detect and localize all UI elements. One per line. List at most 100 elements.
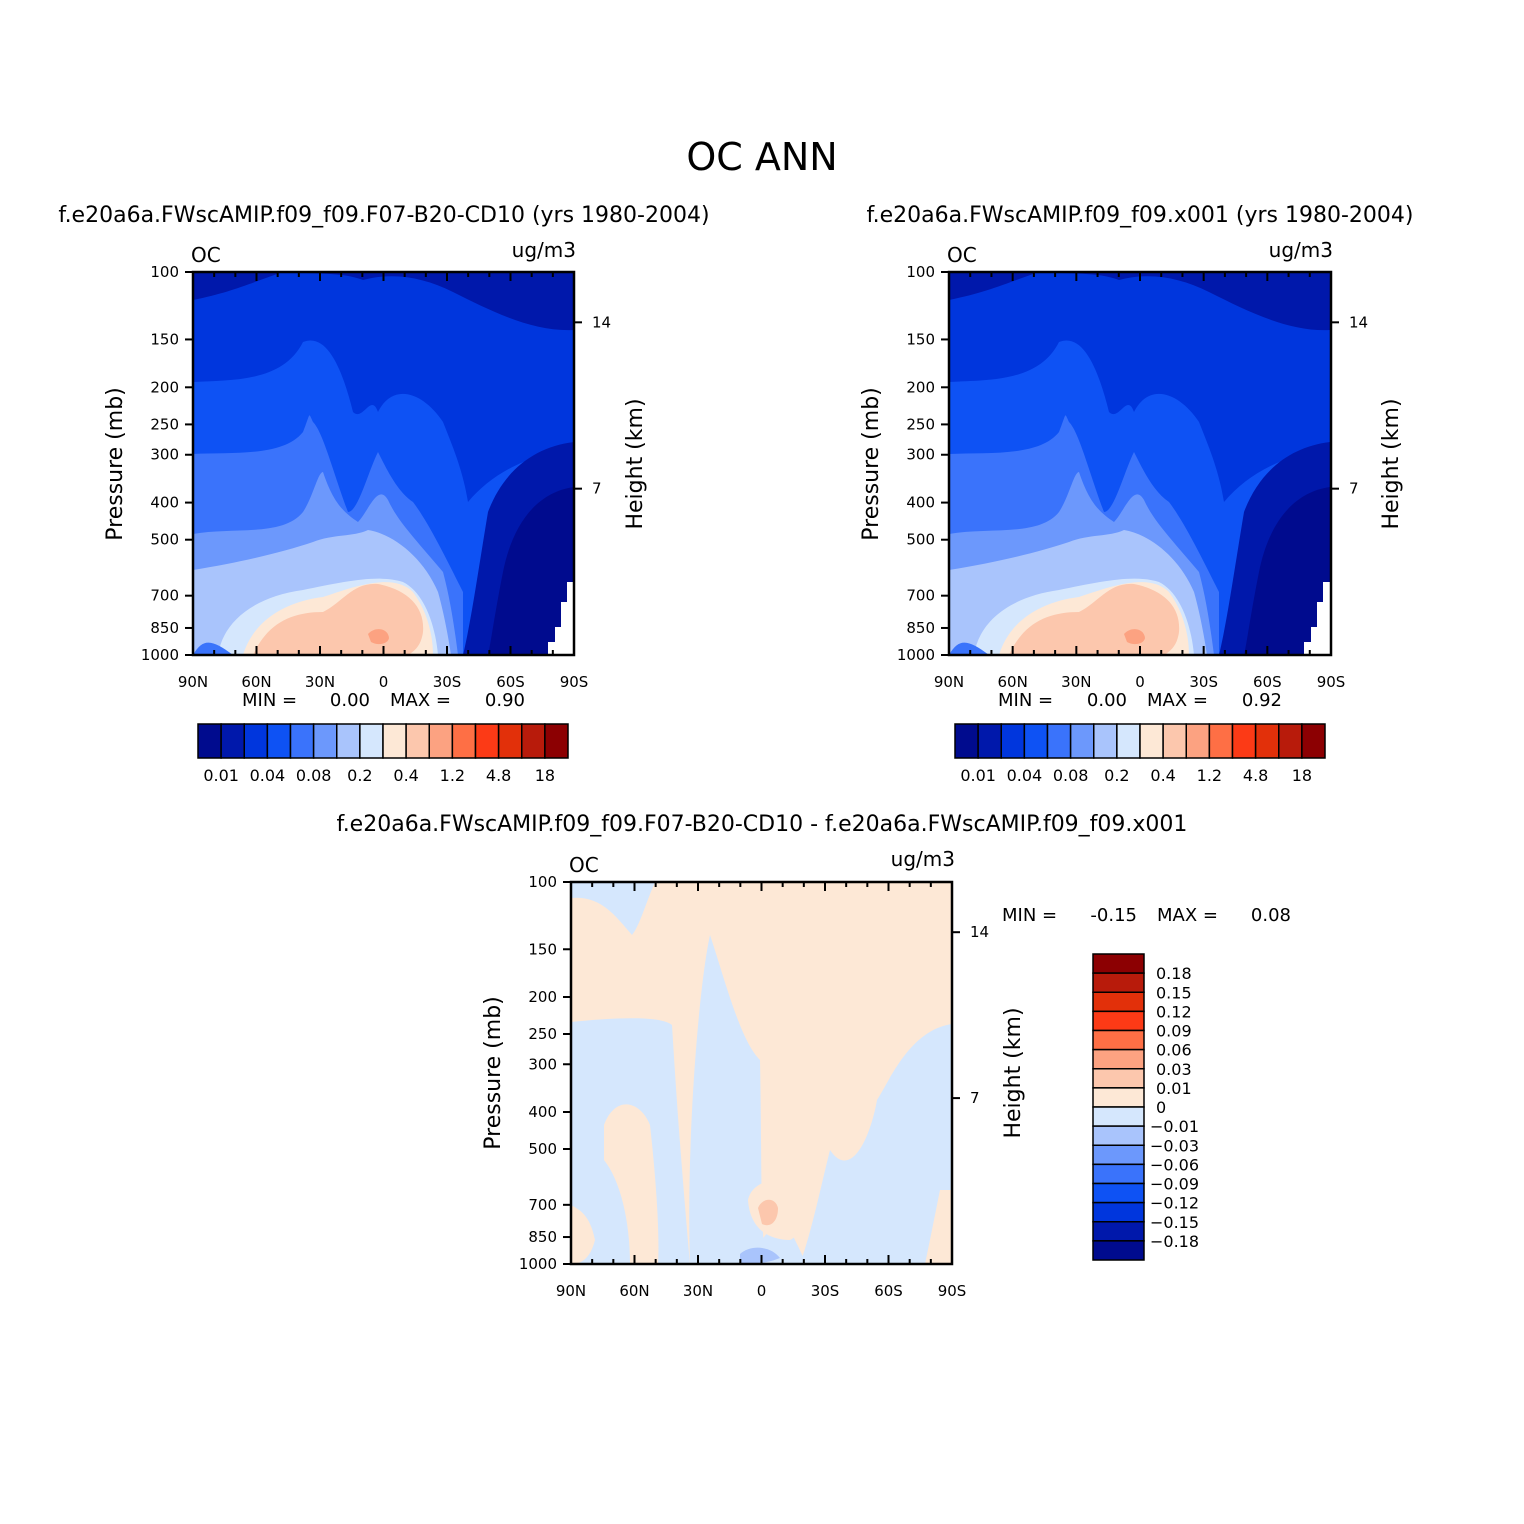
- y-tick-label: 250: [528, 1025, 557, 1043]
- colorbar-label: 0.09: [1156, 1022, 1192, 1041]
- panel-2-y2label: Height (km): [1379, 398, 1404, 529]
- x-tick-label: 0: [379, 673, 389, 691]
- colorbar-label: −0.18: [1150, 1232, 1199, 1251]
- colorbar-box: [1092, 1163, 1145, 1185]
- x-tick-label: 30S: [1189, 673, 1218, 691]
- panel-3-units-label: ug/m3: [891, 847, 955, 871]
- colorbar-label: 0.4: [1150, 766, 1175, 785]
- panel-2-units-label: ug/m3: [1269, 238, 1333, 262]
- panel-2-min-label: MIN =: [998, 690, 1053, 711]
- colorbar-box: [451, 723, 477, 759]
- colorbar-label: 1.2: [440, 766, 465, 785]
- colorbar-box: [497, 723, 523, 759]
- x-tick-label: 60N: [998, 673, 1028, 691]
- x-tick-label: 30S: [433, 673, 462, 691]
- y-tick-label: 150: [150, 330, 179, 348]
- colorbar-box: [1092, 1182, 1145, 1204]
- colorbar-box: [1000, 723, 1026, 759]
- colorbar-label: −0.09: [1150, 1175, 1199, 1194]
- colorbar-box: [1092, 1125, 1145, 1146]
- colorbar-box: [1208, 723, 1234, 759]
- colorbar-label: 0.04: [250, 766, 286, 785]
- panel-1-max-value: 0.90: [485, 690, 525, 711]
- colorbar-box: [1092, 1201, 1145, 1223]
- x-tick-label: 90S: [1317, 673, 1346, 691]
- panel-1-x-axis: 90N 60N 30N 0 30S 60S 90S: [178, 272, 588, 691]
- colorbar-box: [1092, 1029, 1145, 1051]
- colorbar-label: 0.2: [347, 766, 372, 785]
- y-tick-label: 200: [150, 378, 179, 396]
- panel-1-ylabel: Pressure (mb): [103, 387, 128, 541]
- colorbar-label: −0.06: [1150, 1155, 1199, 1174]
- colorbar-box: [521, 723, 546, 759]
- colorbar-label: 0.03: [1156, 1060, 1192, 1079]
- panel-2-title: f.e20a6a.FWscAMIP.f09_f09.x001 (yrs 1980…: [866, 203, 1413, 228]
- colorbar-box: [243, 723, 269, 759]
- panel-1-min-label: MIN =: [242, 690, 297, 711]
- colorbar-label: 18: [1292, 766, 1312, 785]
- colorbar-box: [544, 723, 569, 759]
- panel-3-ylabel: Pressure (mb): [481, 996, 506, 1150]
- x-tick-label: 60N: [619, 1282, 649, 1300]
- colorbar-box: [1023, 723, 1049, 759]
- colorbar-label: 0.18: [1156, 964, 1192, 983]
- colorbar-box: [1092, 1106, 1145, 1127]
- colorbar-box: [312, 723, 338, 759]
- panel-1: f.e20a6a.FWscAMIP.f09_f09.F07-B20-CD10 (…: [58, 203, 709, 785]
- y-tick-label: 1000: [519, 1255, 557, 1273]
- colorbar-box: [1069, 723, 1095, 759]
- colorbar-label: 18: [535, 766, 555, 785]
- colorbar-label: 0: [1156, 1098, 1166, 1117]
- colorbar-box: [1116, 723, 1141, 759]
- x-tick-label: 90N: [556, 1282, 586, 1300]
- colorbar-box: [359, 723, 384, 759]
- colorbar-label: 0.01: [1156, 1079, 1192, 1098]
- x-tick-label: 60N: [241, 673, 271, 691]
- panel-1-min-value: 0.00: [330, 690, 370, 711]
- y-tick-label: 300: [906, 446, 935, 464]
- panel-1-y2label: Height (km): [623, 398, 648, 529]
- colorbar-label: 4.8: [1243, 766, 1268, 785]
- panel-1-title: f.e20a6a.FWscAMIP.f09_f09.F07-B20-CD10 (…: [58, 203, 709, 228]
- colorbar-label: 0.04: [1007, 766, 1043, 785]
- y-tick-label: 150: [906, 330, 935, 348]
- colorbar-box: [954, 723, 979, 759]
- x-tick-label: 90S: [938, 1282, 967, 1300]
- y-tick-label: 1000: [897, 646, 935, 664]
- y-tick-label: 400: [906, 494, 935, 512]
- y2-tick-label: 14: [592, 313, 611, 331]
- panel-1-y2-axis: 14 7: [574, 313, 611, 498]
- colorbar-label: −0.01: [1150, 1117, 1199, 1136]
- colorbar-box: [1092, 1144, 1145, 1166]
- y-tick-label: 850: [528, 1228, 557, 1246]
- y-tick-label: 250: [150, 415, 179, 433]
- colorbar-label: −0.15: [1150, 1213, 1199, 1232]
- colorbar-box: [336, 723, 361, 759]
- colorbar-label: −0.03: [1150, 1136, 1199, 1155]
- panel-3-y-axis: 100 150 200 250 300 400 500 700 850 1000: [519, 873, 571, 1273]
- colorbar-box: [1278, 723, 1303, 759]
- y2-tick-label: 7: [970, 1089, 980, 1107]
- colorbar-label: 0.08: [296, 766, 332, 785]
- y-tick-label: 1000: [141, 646, 179, 664]
- colorbar-box: [1092, 1221, 1145, 1242]
- panel-3: f.e20a6a.FWscAMIP.f09_f09.F07-B20-CD10 -…: [337, 812, 1291, 1300]
- y2-tick-label: 7: [592, 480, 602, 498]
- colorbar-box: [1093, 723, 1118, 759]
- colorbar-box: [1092, 1048, 1145, 1070]
- x-tick-label: 90N: [934, 673, 964, 691]
- y2-tick-label: 7: [1349, 480, 1359, 498]
- colorbar-box: [382, 723, 407, 759]
- panel-2-y2-axis: 14 7: [1331, 313, 1368, 498]
- panel-1-colorbar: 0.01 0.04 0.08 0.2 0.4 1.2 4.8 18: [197, 723, 569, 785]
- colorbar-box: [1231, 723, 1257, 759]
- x-tick-label: 60S: [1253, 673, 1282, 691]
- panel-2-min-value: 0.00: [1087, 690, 1127, 711]
- panel-3-y2label: Height (km): [1001, 1007, 1026, 1138]
- colorbar-label: 0.06: [1156, 1041, 1192, 1060]
- y-tick-label: 150: [528, 940, 557, 958]
- panel-2-max-value: 0.92: [1242, 690, 1282, 711]
- panel-2-y-axis: 100 150 200 250 300 400 500 700 850 1000: [897, 263, 949, 664]
- colorbar-label: 0.2: [1104, 766, 1129, 785]
